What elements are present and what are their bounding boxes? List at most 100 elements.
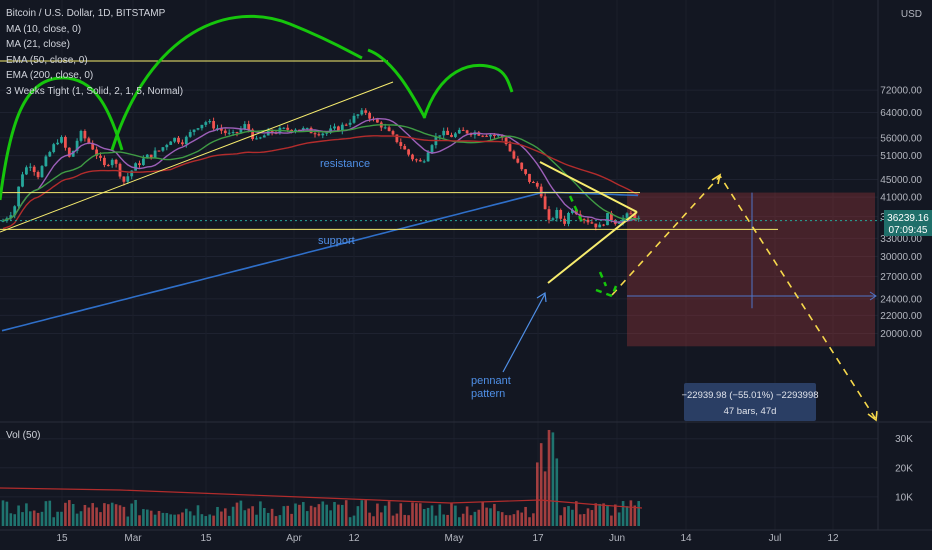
candle-body [301,128,305,130]
volume-bar [485,507,488,526]
volume-bar [473,511,477,526]
volume-bar [29,511,32,526]
volume-bar [520,512,523,526]
candle-body [142,158,145,166]
volume-bar [243,510,247,526]
volume-bar [321,501,325,526]
volume-bar [75,513,79,526]
volume-bar [266,512,270,526]
volume-bar [419,503,422,526]
volume-bar [380,512,383,526]
volume-bar [173,514,176,526]
candle-body [337,126,340,131]
volume-bar [516,510,520,526]
measure-change: −22939.98 (−55.01%) −2293998 [681,390,818,401]
price-tick-label: 33000.00 [880,234,922,245]
candle-body [551,218,555,220]
candle-body [161,147,165,151]
candle-body [532,181,535,183]
candles [1,108,641,231]
candle-body [633,213,637,219]
candle-body [134,163,137,171]
time-tick-label: 12 [348,533,360,544]
candle-body [555,210,559,219]
candle-body [110,159,114,166]
candle-body [17,186,20,207]
candle-body [504,137,508,145]
volume-bar [458,517,461,526]
candle-body [450,134,453,137]
time-tick-label: May [445,533,464,544]
candle-body [48,152,52,157]
candle-body [590,222,594,224]
rising-trendline [0,81,394,233]
volume-bar [407,515,410,526]
legend-ma21: MA (21, close) [6,39,70,50]
volume-bar [387,501,391,526]
candle-body [305,127,309,129]
candle-body [188,132,192,137]
volume-bar [224,508,227,526]
candle-body [169,141,173,145]
last-price-tag [884,210,932,236]
volume-bar [185,508,188,526]
candle-body [270,129,274,133]
candle-body [333,126,336,129]
pennant-label-line1: pennant [471,375,511,387]
candle-body [586,219,590,223]
arc-3 [367,48,427,119]
candle-body [481,135,485,137]
candle-body [40,166,44,178]
volume-bar [325,504,328,526]
time-tick-label: 15 [200,533,212,544]
candle-body [508,144,512,152]
volume-bar [110,502,114,526]
candle-body [415,159,418,161]
candle-body [75,140,79,151]
candle-body [485,135,488,137]
candle-body [438,135,442,137]
volume-bar [422,509,426,526]
volume-bar [391,515,395,526]
candle-body [617,222,621,224]
candle-body [606,213,609,226]
volume-bar [259,501,262,526]
volume-bar [536,462,539,526]
volume-bar [5,501,9,526]
volume-bar [32,510,36,526]
volume-bar [629,500,633,526]
price-tick-label: 56000.00 [880,133,922,144]
volume-bar [68,500,71,526]
volume-bar [543,471,547,526]
legend-ema50: EMA (50, close, 0) [6,54,88,66]
candle-body [255,138,258,140]
volume-bar [563,507,566,526]
drawings [0,14,884,422]
candle-body [181,142,184,145]
projection-zone [627,192,875,347]
volume-bar [617,512,621,526]
candle-body [629,213,633,215]
volume-bar [196,505,200,526]
volume-bar [590,510,594,526]
volume-bar [216,506,219,526]
volume-bar [598,503,601,526]
volume-bar [9,513,13,526]
volume-bar [317,504,321,526]
candle-body [602,224,605,226]
volume-bar [575,501,578,526]
volume-bar [157,510,161,526]
candle-body [321,133,325,136]
legend-ma10: MA (10, close, 0) [6,23,82,35]
volume-bar [578,514,582,526]
candle-body [520,162,524,170]
volume-bar [430,505,434,526]
legend-3wt: 3 Weeks Tight (1, Solid, 2, 1, 5, Normal… [6,85,184,97]
candle-body [621,217,625,223]
candle-body [153,150,157,158]
time-tick-label: 17 [532,533,544,544]
pennant-arrow-shaft [502,293,546,373]
volume-bar [278,515,282,526]
projection-arrow-up [711,173,722,185]
